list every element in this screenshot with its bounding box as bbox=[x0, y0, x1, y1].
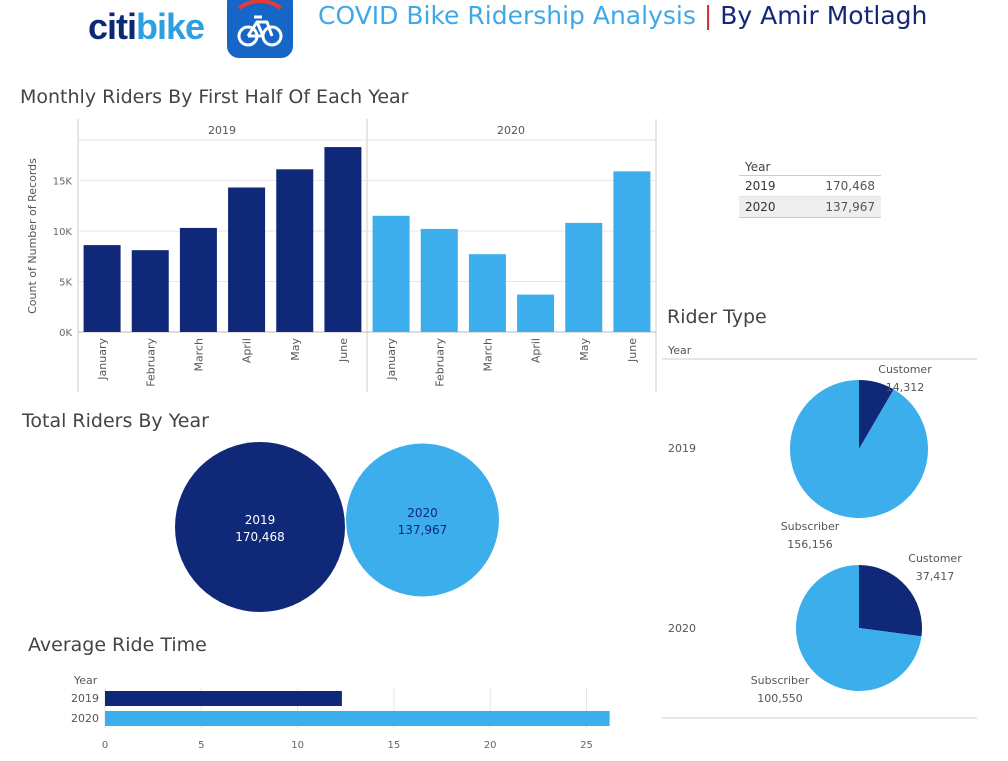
rider-type-title: Rider Type bbox=[667, 306, 767, 328]
bar-2019-march[interactable] bbox=[179, 227, 217, 332]
total-riders-bubble-chart: 2019 170,468 2020 137,967 bbox=[175, 442, 499, 612]
month-label: March bbox=[192, 338, 205, 372]
x-tick-label: 25 bbox=[580, 740, 593, 751]
x-tick-label: 5 bbox=[198, 740, 204, 751]
bar-2020-january[interactable] bbox=[372, 215, 410, 332]
rider-type-pie-chart: Year 2019 Customer 14,312 Subscriber 156,156… bbox=[662, 344, 977, 719]
bubble-2020[interactable] bbox=[346, 443, 499, 597]
pie-slice-name: Subscriber bbox=[781, 520, 840, 533]
pie-slice-value: 14,312 bbox=[886, 381, 925, 394]
bar-2020-may[interactable] bbox=[565, 222, 603, 332]
pie-slice-2020-subscriber[interactable] bbox=[796, 565, 922, 691]
panel-label-2019: 2019 bbox=[208, 124, 236, 137]
month-label: April bbox=[241, 338, 254, 363]
x-tick-label: 0 bbox=[102, 740, 108, 751]
month-label: June bbox=[337, 338, 350, 363]
x-tick-label: 10 bbox=[291, 740, 304, 751]
y-tick-label: 10K bbox=[53, 227, 73, 238]
pie-slice-2020-customer[interactable] bbox=[859, 565, 922, 637]
pie-slice-value: 156,156 bbox=[787, 538, 833, 551]
dashboard-title: COVID Bike Ridership Analysis | By Amir … bbox=[318, 1, 927, 30]
pie-slice-name: Customer bbox=[908, 552, 962, 565]
bar-2019-april[interactable] bbox=[228, 187, 266, 332]
month-label: May bbox=[289, 338, 302, 361]
citibike-logo: citibike bbox=[88, 6, 205, 48]
pie-year-label: 2020 bbox=[668, 622, 696, 635]
y-tick-label: 5K bbox=[59, 277, 72, 288]
pie-slice-value: 37,417 bbox=[916, 570, 955, 583]
bar-2019-february[interactable] bbox=[131, 250, 169, 332]
month-label: June bbox=[626, 338, 639, 363]
title-author: By Amir Motlagh bbox=[720, 1, 928, 30]
bar-2020-march[interactable] bbox=[468, 254, 506, 332]
title-separator: | bbox=[703, 1, 713, 30]
dashboard-header: citibike COVID Bike Ridership Analysis |… bbox=[0, 0, 1008, 62]
y-tick-label: 15K bbox=[53, 176, 73, 187]
avg-bar-2020[interactable] bbox=[105, 711, 610, 726]
bar-2020-february[interactable] bbox=[420, 228, 458, 332]
month-label: May bbox=[578, 338, 591, 361]
pie-slice-name: Customer bbox=[878, 363, 932, 376]
avg-bar-2019[interactable] bbox=[105, 691, 342, 706]
monthly-riders-chart: 2019 2020 Count of Number of Records 0K 5… bbox=[26, 119, 657, 392]
average-ride-time-chart: Year 0 5 10 15 20 25 2019 2020 bbox=[71, 674, 610, 751]
month-label: January bbox=[385, 338, 398, 381]
title-main: COVID Bike Ridership Analysis bbox=[318, 1, 696, 30]
panel-label-2020: 2020 bbox=[497, 124, 525, 137]
month-label: February bbox=[433, 338, 446, 387]
bubble-2019[interactable] bbox=[175, 442, 345, 612]
monthly-chart-title: Monthly Riders By First Half Of Each Yea… bbox=[20, 86, 409, 108]
bubble-value-label: 170,468 bbox=[235, 530, 285, 544]
y-axis-label: Count of Number of Records bbox=[26, 158, 39, 314]
bike-app-icon bbox=[227, 0, 293, 58]
avg-year-label: 2020 bbox=[71, 712, 99, 725]
total-riders-title: Total Riders By Year bbox=[22, 410, 209, 432]
pie-year-label: 2019 bbox=[668, 442, 696, 455]
year-table-header: Year bbox=[739, 159, 881, 176]
table-year: 2020 bbox=[745, 200, 776, 214]
bar-2019-may[interactable] bbox=[276, 169, 314, 332]
pie-slice-2019-subscriber[interactable] bbox=[790, 380, 928, 518]
bubble-value-label: 137,967 bbox=[398, 523, 448, 537]
year-total-table: Year 2019 170,468 2020 137,967 bbox=[739, 159, 881, 218]
table-year: 2019 bbox=[745, 179, 776, 193]
month-label: January bbox=[96, 338, 109, 381]
table-value: 170,468 bbox=[825, 179, 875, 193]
month-label: April bbox=[530, 338, 543, 363]
y-tick-label: 0K bbox=[59, 328, 72, 339]
pie-slice-name: Subscriber bbox=[751, 674, 810, 687]
pie-slice-value: 100,550 bbox=[757, 692, 803, 705]
avg-year-label: 2019 bbox=[71, 692, 99, 705]
bubble-year-label: 2019 bbox=[245, 513, 276, 527]
bar-2019-january[interactable] bbox=[83, 245, 121, 332]
average-ride-time-title: Average Ride Time bbox=[28, 634, 207, 656]
bar-2020-april[interactable] bbox=[517, 294, 555, 332]
table-value: 137,967 bbox=[825, 200, 875, 214]
avg-year-header: Year bbox=[73, 674, 98, 687]
logo-citi-text: citi bbox=[88, 6, 137, 47]
pie-slice-2019-customer[interactable] bbox=[859, 380, 894, 449]
table-row: 2019 170,468 bbox=[739, 176, 881, 196]
x-tick-label: 20 bbox=[484, 740, 497, 751]
table-row: 2020 137,967 bbox=[739, 196, 881, 218]
month-label: March bbox=[481, 338, 494, 372]
logo-bike-text: bike bbox=[136, 6, 205, 47]
bar-2020-june[interactable] bbox=[613, 171, 651, 332]
pie-year-header: Year bbox=[667, 344, 692, 357]
x-tick-label: 15 bbox=[388, 740, 401, 751]
month-label: February bbox=[144, 338, 157, 387]
bubble-year-label: 2020 bbox=[407, 506, 438, 520]
bar-2019-june[interactable] bbox=[324, 147, 362, 332]
